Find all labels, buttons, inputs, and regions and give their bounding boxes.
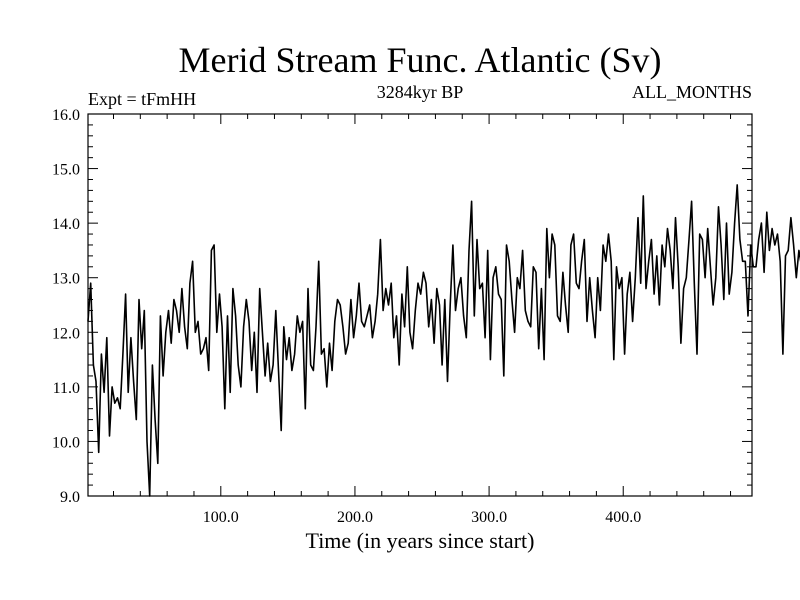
axis-ticks (88, 114, 752, 496)
y-tick-label: 13.0 (52, 271, 80, 288)
x-tick-label: 300.0 (471, 509, 507, 526)
x-tick-label: 400.0 (605, 509, 641, 526)
x-axis-label: Time (in years since start) (306, 528, 535, 553)
y-tick-label: 11.0 (53, 380, 80, 397)
y-tick-label: 14.0 (52, 216, 80, 233)
y-tick-label: 12.0 (52, 325, 80, 342)
y-tick-label: 15.0 (52, 162, 80, 179)
y-tick-label: 10.0 (52, 434, 80, 451)
y-tick-label: 9.0 (60, 489, 80, 506)
series-line (87, 184, 800, 497)
experiment-label: Expt = tFmHH (88, 89, 196, 109)
plot-frame (87, 113, 753, 497)
period-label: 3284kyr BP (377, 82, 464, 102)
months-label: ALL_MONTHS (632, 82, 752, 102)
y-tick-label: 16.0 (52, 107, 80, 124)
x-tick-label: 100.0 (203, 509, 239, 526)
x-tick-label: 200.0 (337, 509, 373, 526)
chart-title: Merid Stream Func. Atlantic (Sv) (179, 40, 662, 80)
x-tick-labels: 100.0 200.0 300.0 400.0 (203, 509, 641, 526)
y-tick-labels: 9.0 10.0 11.0 12.0 13.0 14.0 15.0 16.0 (52, 107, 80, 506)
